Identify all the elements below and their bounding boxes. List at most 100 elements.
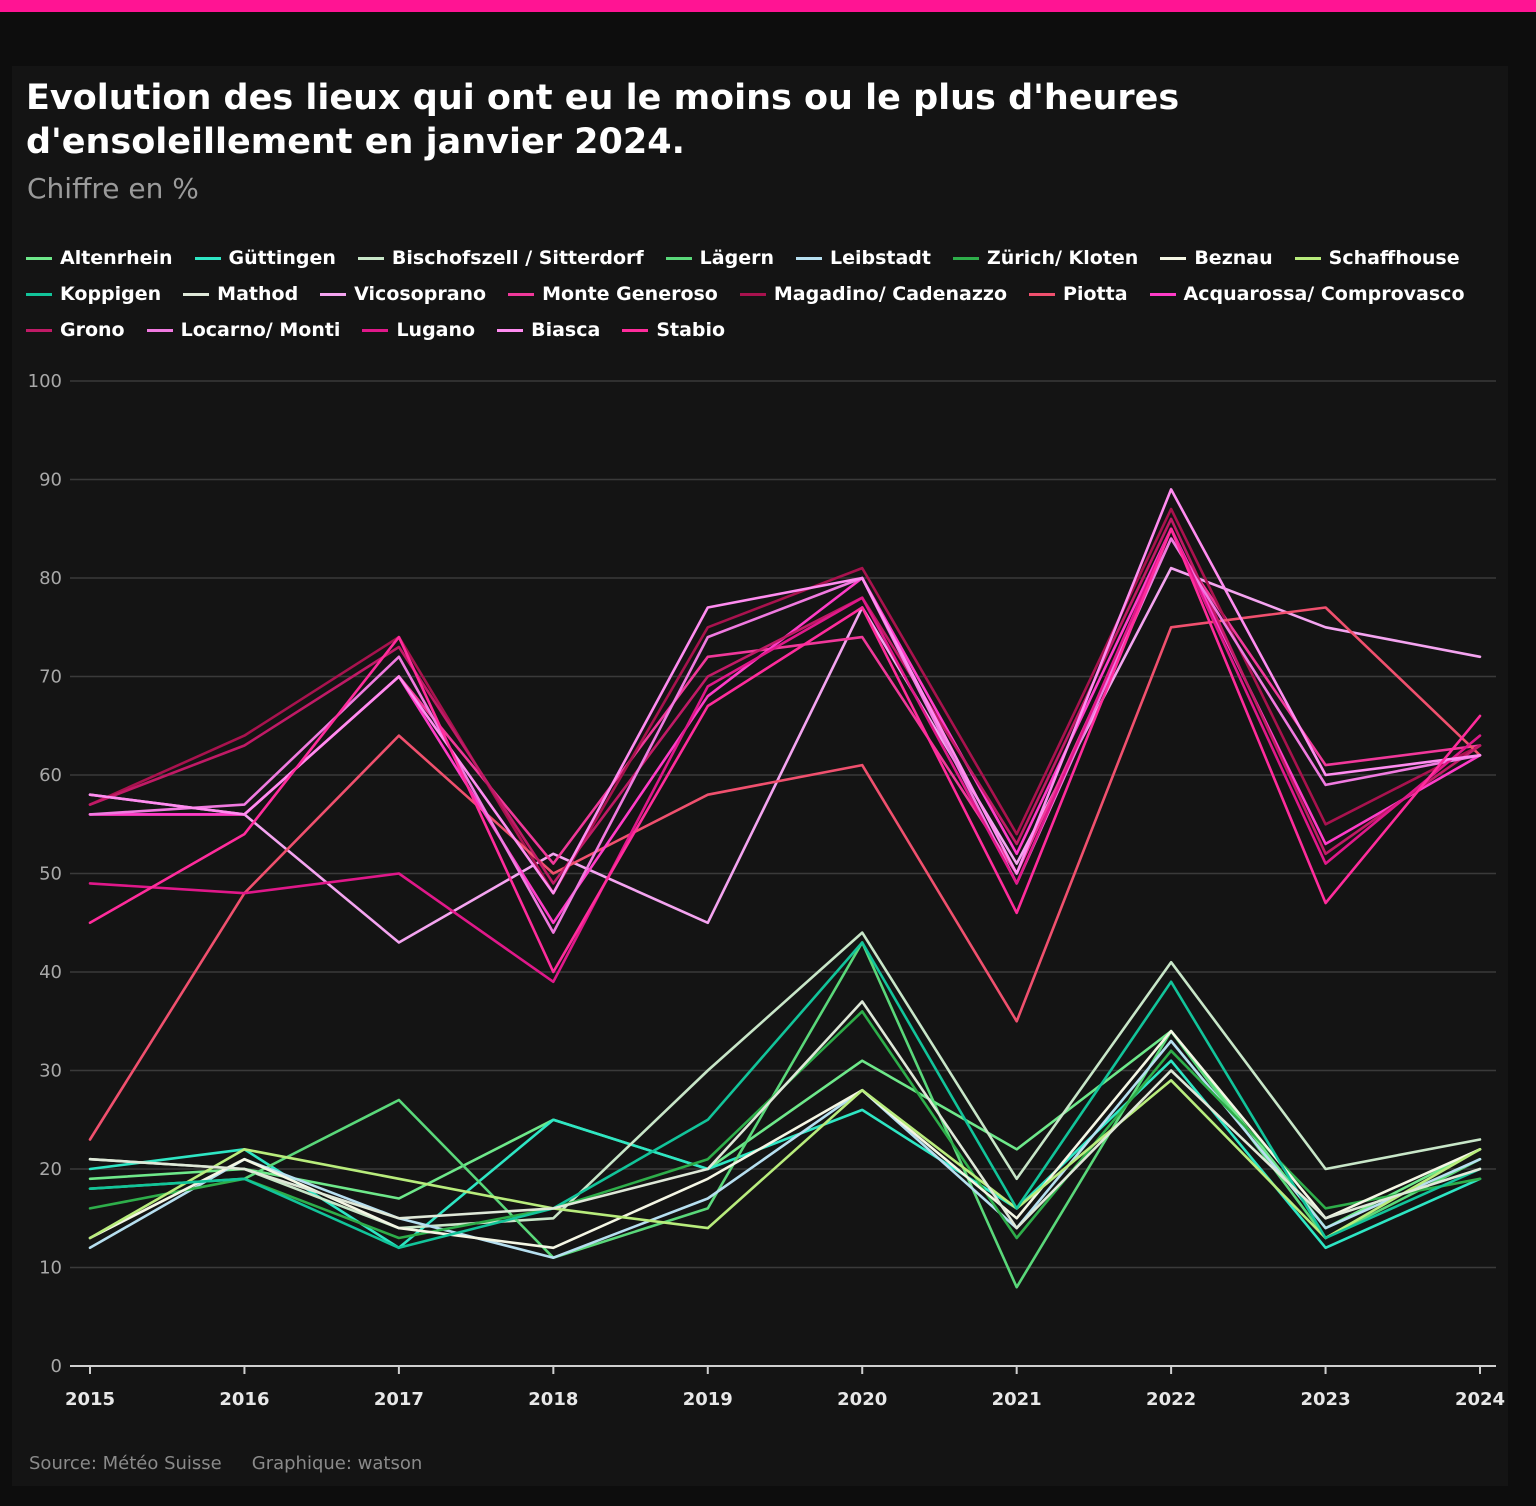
legend-swatch — [1149, 292, 1176, 296]
series-line-vicosoprano[interactable] — [88, 566, 1482, 944]
legend-label: Lägern — [699, 247, 774, 269]
x-tick-label-2022: 2022 — [1146, 1389, 1196, 1410]
legend-item-vicosoprano[interactable]: Vicosoprano — [320, 283, 486, 305]
y-tick-label-10: 10 — [39, 1258, 62, 1279]
legend-label: Biasca — [531, 319, 601, 341]
legend-item-guttingen[interactable]: Güttingen — [194, 247, 336, 269]
series-line-locarno-monti[interactable] — [88, 537, 1482, 934]
legend-swatch — [622, 328, 649, 332]
legend-label: Grono — [60, 319, 125, 341]
legend-swatch — [320, 292, 347, 296]
legend-item-grono[interactable]: Grono — [26, 319, 125, 341]
series-line-grono[interactable] — [88, 517, 1482, 885]
series-line-piotta[interactable] — [88, 606, 1482, 1141]
legend-item-piotta[interactable]: Piotta — [1029, 283, 1128, 305]
x-tick-label-2016: 2016 — [219, 1389, 269, 1410]
y-tick-label-60: 60 — [39, 765, 62, 786]
legend-item-locarno-monti[interactable]: Locarno/ Monti — [146, 319, 341, 341]
legend-label: Piotta — [1063, 283, 1128, 305]
legend-item-monte-generoso[interactable]: Monte Generoso — [508, 283, 718, 305]
legend-label: Lugano — [396, 319, 476, 341]
top-accent-bar — [0, 0, 1536, 12]
footer: Source: Météo Suisse Graphique: watson — [29, 1453, 452, 1474]
legend-item-acquarossa-comprovasco[interactable]: Acquarossa/ Comprovasco — [1149, 283, 1465, 305]
legend-label: Beznau — [1194, 247, 1273, 269]
legend-swatch — [357, 256, 384, 260]
y-tick-label-50: 50 — [39, 864, 62, 885]
legend-label: Stabio — [656, 319, 726, 341]
legend-label: Acquarossa/ Comprovasco — [1183, 283, 1465, 305]
legend-item-lugano[interactable]: Lugano — [362, 319, 475, 341]
series-line-acquarossa-comprovasco[interactable] — [88, 527, 1482, 925]
y-tick-label-90: 90 — [39, 470, 62, 491]
legend-item-leibstadt[interactable]: Leibstadt — [795, 247, 931, 269]
legend-label: Altenrhein — [60, 247, 173, 269]
y-tick-label-20: 20 — [39, 1159, 62, 1180]
legend-row: Koppigen Mathod Vicosoprano Monte Generoso M… — [26, 276, 1506, 312]
legend-item-schaffhouse[interactable]: Schaffhouse — [1294, 247, 1460, 269]
series-line-mathod[interactable] — [88, 1000, 1482, 1230]
series-line-lugano[interactable] — [88, 527, 1482, 984]
legend-item-mathod[interactable]: Mathod — [183, 283, 298, 305]
y-tick-label-0: 0 — [51, 1356, 62, 1377]
y-tick-label-80: 80 — [39, 568, 62, 589]
legend-swatch — [795, 256, 822, 260]
chart-title: Evolution des lieux qui ont eu le moins … — [26, 78, 1180, 162]
legend-item-beznau[interactable]: Beznau — [1160, 247, 1273, 269]
series-line-stabio[interactable] — [88, 527, 1482, 974]
legend-label: Magadino/ Cadenazzo — [773, 283, 1008, 305]
x-tick-label-2015: 2015 — [65, 1389, 115, 1410]
series-line-magadino-cadenazzo[interactable] — [88, 507, 1482, 895]
series-line-biasca[interactable] — [88, 488, 1482, 895]
legend-swatch — [665, 256, 692, 260]
legend-item-zurich-kloten[interactable]: Zürich/ Kloten — [953, 247, 1138, 269]
chart-panel — [12, 66, 1508, 1486]
legend-swatch — [26, 256, 52, 260]
series-line-schaffhouse[interactable] — [88, 1079, 1482, 1240]
x-tick-label-2021: 2021 — [992, 1389, 1042, 1410]
legend-item-bischofszell-sitterdorf[interactable]: Bischofszell / Sitterdorf — [357, 247, 644, 269]
legend-swatch — [953, 256, 979, 260]
legend-label: Mathod — [217, 283, 299, 305]
x-tick-label-2024: 2024 — [1455, 1389, 1505, 1410]
legend-swatch — [26, 292, 52, 296]
x-tick-label-2017: 2017 — [374, 1389, 424, 1410]
chart-subtitle: Chiffre en % — [27, 172, 199, 205]
legend-item-lagern[interactable]: Lägern — [665, 247, 774, 269]
legend: Altenrhein Güttingen Bischofszell / Sitter… — [26, 240, 1506, 348]
legend-swatch — [1029, 292, 1056, 296]
legend-label: Vicosoprano — [354, 283, 487, 305]
legend-item-koppigen[interactable]: Koppigen — [26, 283, 161, 305]
y-axis-ticks: 0 10 20 30 40 50 60 70 80 90 100 — [28, 371, 62, 1377]
legend-label: Bischofszell / Sitterdorf — [391, 247, 644, 269]
legend-label: Koppigen — [60, 283, 162, 305]
series-line-leibstadt[interactable] — [88, 1039, 1482, 1259]
legend-label: Locarno/ Monti — [180, 319, 341, 341]
graphic-credit: Graphique: watson — [251, 1453, 423, 1474]
legend-row: Grono Locarno/ Monti Lugano Biasca Stabio — [26, 312, 1506, 348]
series-lines — [88, 488, 1482, 1289]
legend-swatch — [1160, 256, 1187, 260]
series-line-koppigen[interactable] — [88, 941, 1482, 1250]
legend-item-magadino-cadenazzo[interactable]: Magadino/ Cadenazzo — [739, 283, 1008, 305]
source-note: Source: Météo Suisse — [29, 1453, 222, 1474]
y-tick-label-30: 30 — [39, 1061, 62, 1082]
legend-swatch — [26, 328, 52, 332]
x-tick-label-2019: 2019 — [683, 1389, 733, 1410]
y-tick-label-100: 100 — [28, 371, 62, 392]
series-line-monte-generoso[interactable] — [88, 537, 1482, 875]
legend-item-biasca[interactable]: Biasca — [497, 319, 600, 341]
series-line-bischofszell-sitterdorf[interactable] — [88, 931, 1482, 1230]
legend-swatch — [497, 328, 524, 332]
legend-swatch — [194, 256, 221, 260]
x-tick-label-2018: 2018 — [528, 1389, 578, 1410]
y-tick-label-40: 40 — [39, 962, 62, 983]
legend-swatch — [146, 328, 173, 332]
legend-label: Güttingen — [228, 247, 336, 269]
legend-item-stabio[interactable]: Stabio — [622, 319, 725, 341]
legend-swatch — [362, 328, 389, 332]
legend-swatch — [1294, 256, 1321, 260]
legend-item-altenrhein[interactable]: Altenrhein — [26, 247, 173, 269]
x-axis: 2015 2016 2017 2018 2019 2020 2021 2022 2023 2024 — [65, 1365, 1505, 1410]
